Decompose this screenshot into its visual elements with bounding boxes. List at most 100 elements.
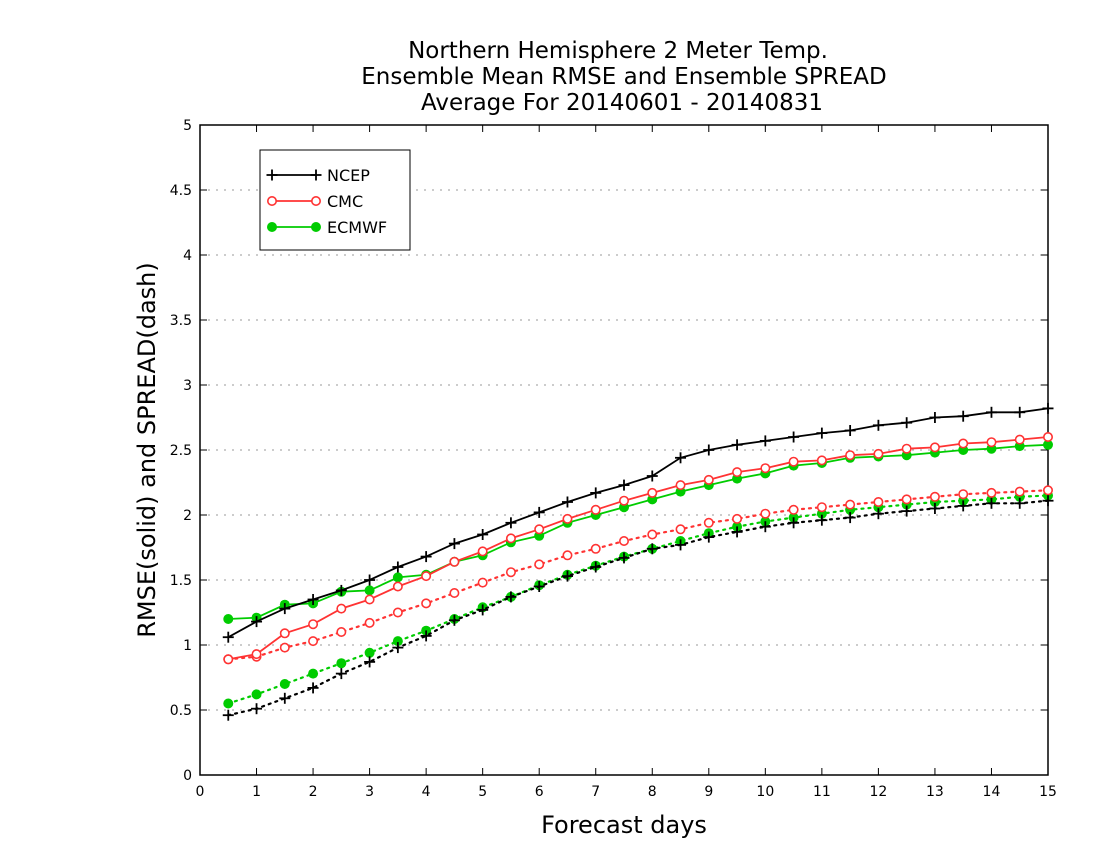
series-cmc-spread <box>223 485 1054 665</box>
legend-label-cmc: CMC <box>327 192 363 211</box>
x-tick-label-7: 7 <box>591 784 600 800</box>
ncep-rmse-point-11 <box>533 506 545 518</box>
y-tick-label-3: 1.5 <box>170 573 192 589</box>
ncep-spread-point-4 <box>335 668 347 680</box>
series-ncep-rmse <box>222 402 1054 643</box>
cmc-rmse-point-0 <box>223 654 234 665</box>
ncep-spread-point-24 <box>901 505 913 517</box>
cmc-rmse-point-27 <box>986 437 997 448</box>
ncep-rmse-point-12 <box>561 496 573 508</box>
legend-marker-cmc-end <box>310 196 321 207</box>
cmc-spread-point-19 <box>760 508 771 519</box>
x-tick-label-9: 9 <box>704 784 713 800</box>
ncep-rmse-point-28 <box>1014 406 1026 418</box>
ecmwf-rmse-line <box>228 443 1049 620</box>
ncep-spread-point-16 <box>675 539 687 551</box>
cmc-spread-point-4 <box>336 626 347 637</box>
x-axis-ticks: 0 1 2 3 4 5 6 7 8 9 10 11 12 13 14 15 <box>196 125 1057 800</box>
y-tick-label-2: 1 <box>183 638 192 654</box>
y-tick-label-1: 0.5 <box>170 703 192 719</box>
ncep-rmse-point-20 <box>788 431 800 443</box>
ncep-spread-point-19 <box>759 521 771 533</box>
chart-title: Northern Hemisphere 2 Meter Temp. Ensemb… <box>361 38 886 116</box>
ncep-spread-point-10 <box>505 591 517 603</box>
x-tick-label-5: 5 <box>478 784 487 800</box>
ncep-spread-point-12 <box>561 570 573 582</box>
ecmwf-rmse-point-0 <box>223 614 234 624</box>
cmc-spread-point-2 <box>279 642 290 653</box>
ncep-rmse-point-19 <box>759 435 771 447</box>
ncep-spread-point-6 <box>392 642 404 654</box>
ecmwf-rmse-point-6 <box>392 572 403 583</box>
x-tick-label-2: 2 <box>309 784 318 800</box>
x-axis-label: Forecast days <box>541 811 707 839</box>
ncep-rmse-point-13 <box>590 487 602 499</box>
ncep-rmse-point-6 <box>392 561 404 573</box>
cmc-spread-point-27 <box>986 487 997 498</box>
ncep-rmse-point-5 <box>364 574 376 586</box>
cmc-rmse-point-26 <box>958 438 969 449</box>
cmc-spread-point-6 <box>392 607 403 618</box>
ncep-rmse-point-21 <box>816 427 828 439</box>
ncep-rmse-point-10 <box>505 517 517 529</box>
ncep-rmse-point-8 <box>448 538 460 550</box>
cmc-spread-point-11 <box>534 559 545 570</box>
cmc-spread-point-10 <box>505 567 516 578</box>
y-axis-ticks: 0 0.5 1 1.5 2 2.5 3 3.5 4 4.5 5 <box>170 118 1048 784</box>
cmc-spread-point-13 <box>590 543 601 554</box>
cmc-rmse-point-20 <box>788 456 799 467</box>
ncep-rmse-point-1 <box>251 616 263 628</box>
cmc-rmse-point-7 <box>421 571 432 582</box>
cmc-rmse-point-22 <box>845 450 856 461</box>
legend-item-cmc: CMC <box>266 192 363 211</box>
ecmwf-spread-point-4 <box>336 658 347 669</box>
ecmwf-spread-point-6 <box>392 636 403 647</box>
cmc-spread-point-14 <box>618 535 629 546</box>
legend-item-ecmwf: ECMWF <box>267 218 387 237</box>
ncep-spread-point-15 <box>646 543 658 555</box>
cmc-rmse-point-25 <box>929 442 940 453</box>
ncep-rmse-point-24 <box>901 417 913 429</box>
cmc-spread-point-12 <box>562 550 573 561</box>
x-tick-label-1: 1 <box>252 784 261 800</box>
ecmwf-spread-point-3 <box>308 668 319 679</box>
cmc-rmse-point-13 <box>590 504 601 515</box>
x-tick-label-0: 0 <box>196 784 205 800</box>
cmc-rmse-point-12 <box>562 513 573 524</box>
series-layer <box>222 402 1054 721</box>
ncep-spread-point-14 <box>618 552 630 564</box>
cmc-rmse-point-10 <box>505 533 516 544</box>
cmc-rmse-point-5 <box>364 594 375 605</box>
legend-label-ncep: NCEP <box>327 166 370 185</box>
cmc-spread-point-28 <box>1014 486 1025 497</box>
cmc-rmse-point-15 <box>647 487 658 498</box>
cmc-rmse-point-24 <box>901 443 912 454</box>
ncep-rmse-point-15 <box>646 470 658 482</box>
x-tick-label-6: 6 <box>535 784 544 800</box>
y-tick-label-0: 0 <box>183 768 192 784</box>
ncep-spread-point-22 <box>844 512 856 524</box>
ncep-spread-point-7 <box>420 630 432 642</box>
ncep-spread-point-2 <box>279 692 291 704</box>
ncep-rmse-point-22 <box>844 425 856 436</box>
series-ecmwf-rmse <box>223 439 1053 624</box>
ncep-spread-point-21 <box>816 514 828 526</box>
cmc-spread-point-9 <box>477 577 488 588</box>
ncep-rmse-point-2 <box>279 603 291 615</box>
cmc-rmse-point-28 <box>1014 434 1025 445</box>
cmc-rmse-point-14 <box>618 495 629 506</box>
x-tick-label-15: 15 <box>1039 784 1057 800</box>
y-tick-label-8: 4 <box>183 248 192 264</box>
ncep-rmse-point-4 <box>335 584 347 596</box>
cmc-spread-point-18 <box>732 513 743 524</box>
ncep-spread-point-29 <box>1042 495 1054 507</box>
title-line-3: Average For 20140601 - 20140831 <box>421 90 823 116</box>
cmc-rmse-point-29 <box>1043 431 1054 442</box>
y-tick-label-10: 5 <box>183 118 192 134</box>
ecmwf-spread-point-5 <box>364 647 375 658</box>
cmc-rmse-point-17 <box>703 474 714 485</box>
legend: NCEP CMC ECMWF <box>259 149 411 251</box>
legend-marker-ecmwf-end <box>311 222 321 232</box>
ncep-spread-point-0 <box>222 709 234 721</box>
cmc-spread-point-29 <box>1043 485 1054 496</box>
